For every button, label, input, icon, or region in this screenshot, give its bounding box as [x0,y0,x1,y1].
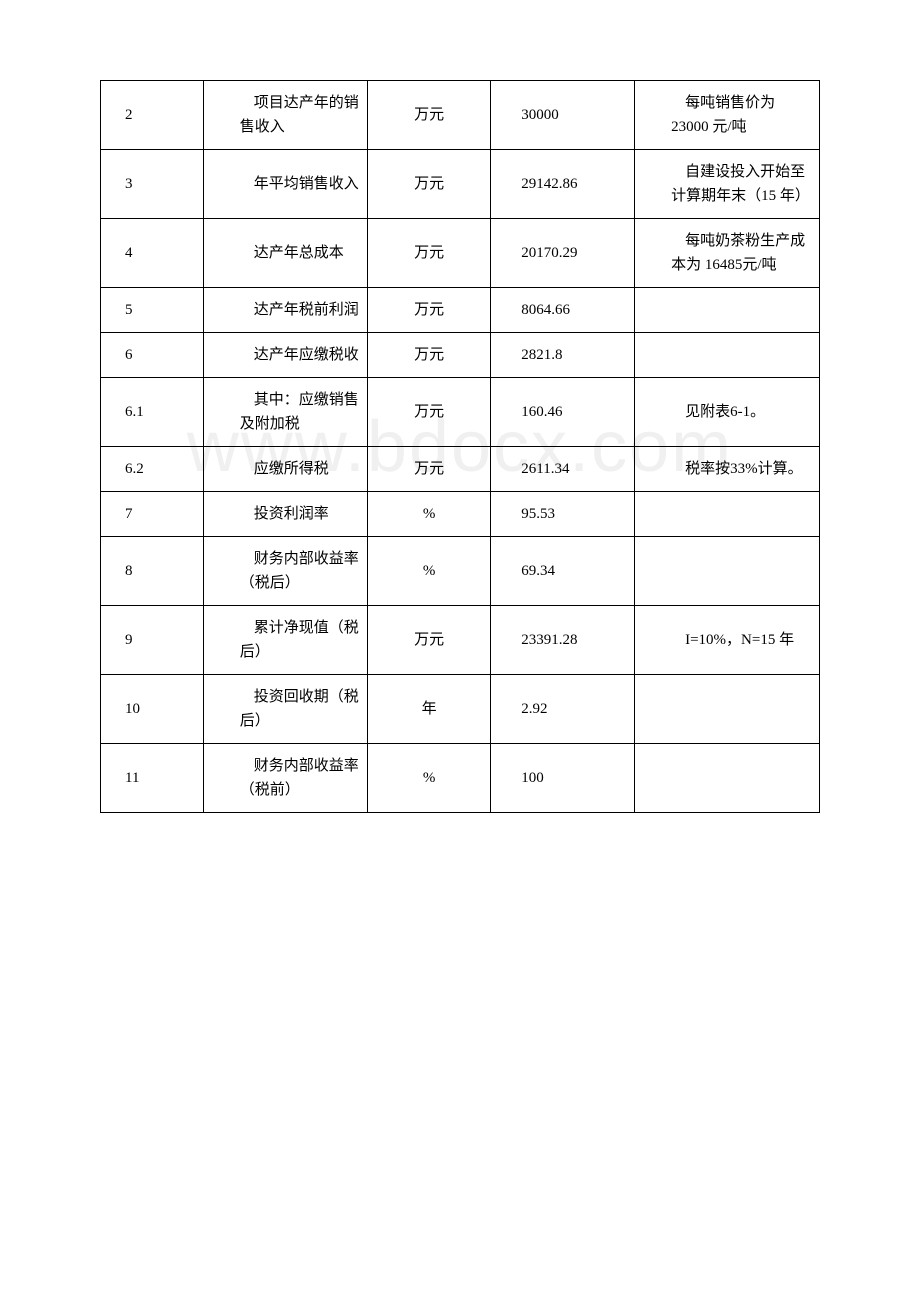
row-unit: 年 [368,675,491,744]
row-name: 投资利润率 [203,492,367,537]
row-unit: % [368,744,491,813]
row-unit: 万元 [368,288,491,333]
table-row: 6.1 其中：应缴销售及附加税 万元 160.46 见附表6-1。 [101,378,820,447]
table-row: 6.2 应缴所得税 万元 2611.34 税率按33%计算。 [101,447,820,492]
row-value: 30000 [491,81,635,150]
row-number: 10 [101,675,204,744]
row-unit: % [368,492,491,537]
row-value: 23391.28 [491,606,635,675]
row-unit: 万元 [368,333,491,378]
row-number: 4 [101,219,204,288]
row-name: 年平均销售收入 [203,150,367,219]
table-row: 5 达产年税前利润 万元 8064.66 [101,288,820,333]
row-unit: 万元 [368,81,491,150]
row-name: 其中：应缴销售及附加税 [203,378,367,447]
table-row: 10 投资回收期（税后） 年 2.92 [101,675,820,744]
row-name: 应缴所得税 [203,447,367,492]
row-number: 5 [101,288,204,333]
table-row: 3 年平均销售收入 万元 29142.86 自建设投入开始至计算期年末（15 年… [101,150,820,219]
table-row: 11 财务内部收益率（税前） % 100 [101,744,820,813]
table-body: 2 项目达产年的销售收入 万元 30000 每吨销售价为23000 元/吨 3 … [101,81,820,813]
table-row: 9 累计净现值（税后） 万元 23391.28 I=10%，N=15 年 [101,606,820,675]
row-number: 9 [101,606,204,675]
row-number: 2 [101,81,204,150]
table-row: 4 达产年总成本 万元 20170.29 每吨奶茶粉生产成本为 16485元/吨 [101,219,820,288]
row-remark [635,288,820,333]
table-row: 7 投资利润率 % 95.53 [101,492,820,537]
row-unit: 万元 [368,219,491,288]
row-remark [635,675,820,744]
row-value: 20170.29 [491,219,635,288]
row-remark [635,537,820,606]
row-value: 95.53 [491,492,635,537]
financial-table: 2 项目达产年的销售收入 万元 30000 每吨销售价为23000 元/吨 3 … [100,80,820,813]
row-remark: 每吨销售价为23000 元/吨 [635,81,820,150]
row-number: 3 [101,150,204,219]
row-name: 项目达产年的销售收入 [203,81,367,150]
row-remark: I=10%，N=15 年 [635,606,820,675]
row-value: 8064.66 [491,288,635,333]
row-unit: 万元 [368,378,491,447]
row-name: 达产年总成本 [203,219,367,288]
row-number: 8 [101,537,204,606]
row-number: 6.2 [101,447,204,492]
row-value: 160.46 [491,378,635,447]
row-value: 69.34 [491,537,635,606]
row-unit: 万元 [368,606,491,675]
row-unit: 万元 [368,447,491,492]
row-number: 6 [101,333,204,378]
row-name: 财务内部收益率（税后） [203,537,367,606]
row-remark: 税率按33%计算。 [635,447,820,492]
row-unit: 万元 [368,150,491,219]
row-value: 29142.86 [491,150,635,219]
row-name: 达产年税前利润 [203,288,367,333]
row-name: 达产年应缴税收 [203,333,367,378]
row-name: 投资回收期（税后） [203,675,367,744]
row-number: 7 [101,492,204,537]
row-value: 2.92 [491,675,635,744]
row-name: 累计净现值（税后） [203,606,367,675]
row-name: 财务内部收益率（税前） [203,744,367,813]
row-number: 11 [101,744,204,813]
table-row: 8 财务内部收益率（税后） % 69.34 [101,537,820,606]
row-unit: % [368,537,491,606]
row-value: 2821.8 [491,333,635,378]
row-remark: 自建设投入开始至计算期年末（15 年） [635,150,820,219]
row-remark [635,492,820,537]
row-value: 2611.34 [491,447,635,492]
row-remark [635,744,820,813]
table-row: 2 项目达产年的销售收入 万元 30000 每吨销售价为23000 元/吨 [101,81,820,150]
row-remark: 每吨奶茶粉生产成本为 16485元/吨 [635,219,820,288]
table-row: 6 达产年应缴税收 万元 2821.8 [101,333,820,378]
row-number: 6.1 [101,378,204,447]
row-remark [635,333,820,378]
row-remark: 见附表6-1。 [635,378,820,447]
row-value: 100 [491,744,635,813]
